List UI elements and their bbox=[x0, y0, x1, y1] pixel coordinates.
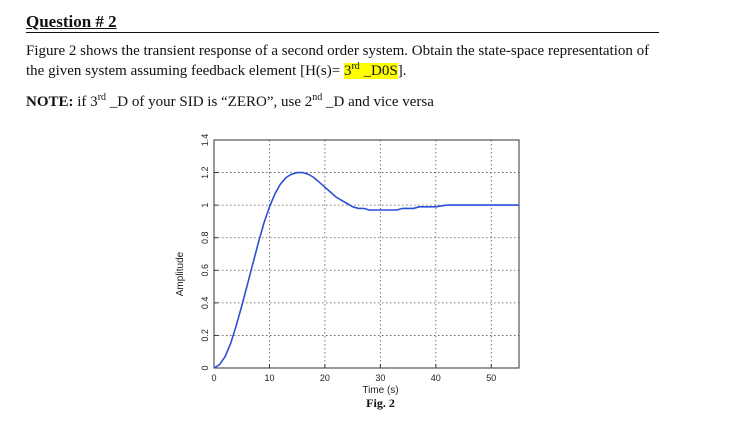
highlighted-feedback-element: 3rd _D0S bbox=[343, 61, 398, 79]
note-part-2: _D of your SID is “ZERO”, use 2 bbox=[106, 94, 313, 110]
note-line: NOTE: if 3rd _D of your SID is “ZERO”, u… bbox=[26, 92, 434, 112]
figure-caption: Fig. 2 bbox=[366, 396, 395, 410]
x-tick-label: 0 bbox=[211, 373, 216, 383]
y-tick-label: 0.8 bbox=[200, 231, 210, 244]
highlight-superscript: rd bbox=[351, 61, 360, 72]
note-superscript-2: nd bbox=[312, 92, 323, 103]
note-part-3: _D and vice versa bbox=[322, 94, 434, 110]
paragraph-line-1: Figure 2 shows the transient response of… bbox=[26, 43, 650, 59]
question-title: Question # 2 bbox=[26, 12, 117, 31]
y-tick-label: 0 bbox=[200, 365, 210, 370]
y-tick-label: 0.6 bbox=[200, 264, 210, 277]
paragraph-line-2-suffix: ]. bbox=[397, 63, 407, 79]
x-axis-title: Time (s) bbox=[362, 385, 398, 396]
x-tick-label: 30 bbox=[375, 373, 385, 383]
x-tick-label: 10 bbox=[264, 373, 274, 383]
title-underline-rule bbox=[26, 32, 659, 33]
y-tick-label: 1 bbox=[200, 203, 210, 208]
y-tick-label: 0.2 bbox=[200, 329, 210, 342]
highlight-rest: _D0S bbox=[359, 63, 398, 79]
note-label: NOTE: bbox=[26, 94, 74, 110]
y-axis-title: Amplitude bbox=[175, 251, 186, 296]
x-tick-label: 40 bbox=[431, 373, 441, 383]
x-tick-label: 20 bbox=[320, 373, 330, 383]
plot-frame bbox=[213, 139, 520, 369]
highlight-number: 3 bbox=[343, 63, 352, 79]
note-part-1: if 3 bbox=[73, 94, 98, 110]
chart-grid bbox=[213, 139, 519, 369]
x-tick-label: 50 bbox=[486, 373, 496, 383]
y-tick-label: 1.2 bbox=[200, 166, 210, 179]
chart-ticks: 0 10 20 30 40 50 0 0.2 0.4 0.6 0.8 1 1.2 1.4 bbox=[200, 134, 496, 383]
response-curve bbox=[213, 171, 519, 369]
y-tick-label: 1.4 bbox=[200, 134, 210, 147]
y-tick-label: 0.4 bbox=[200, 297, 210, 310]
paragraph-line-2-prefix: the given system assuming feedback eleme… bbox=[26, 63, 344, 79]
question-paragraph: Figure 2 shows the transient response of… bbox=[26, 41, 716, 81]
note-superscript-1: rd bbox=[97, 92, 107, 103]
